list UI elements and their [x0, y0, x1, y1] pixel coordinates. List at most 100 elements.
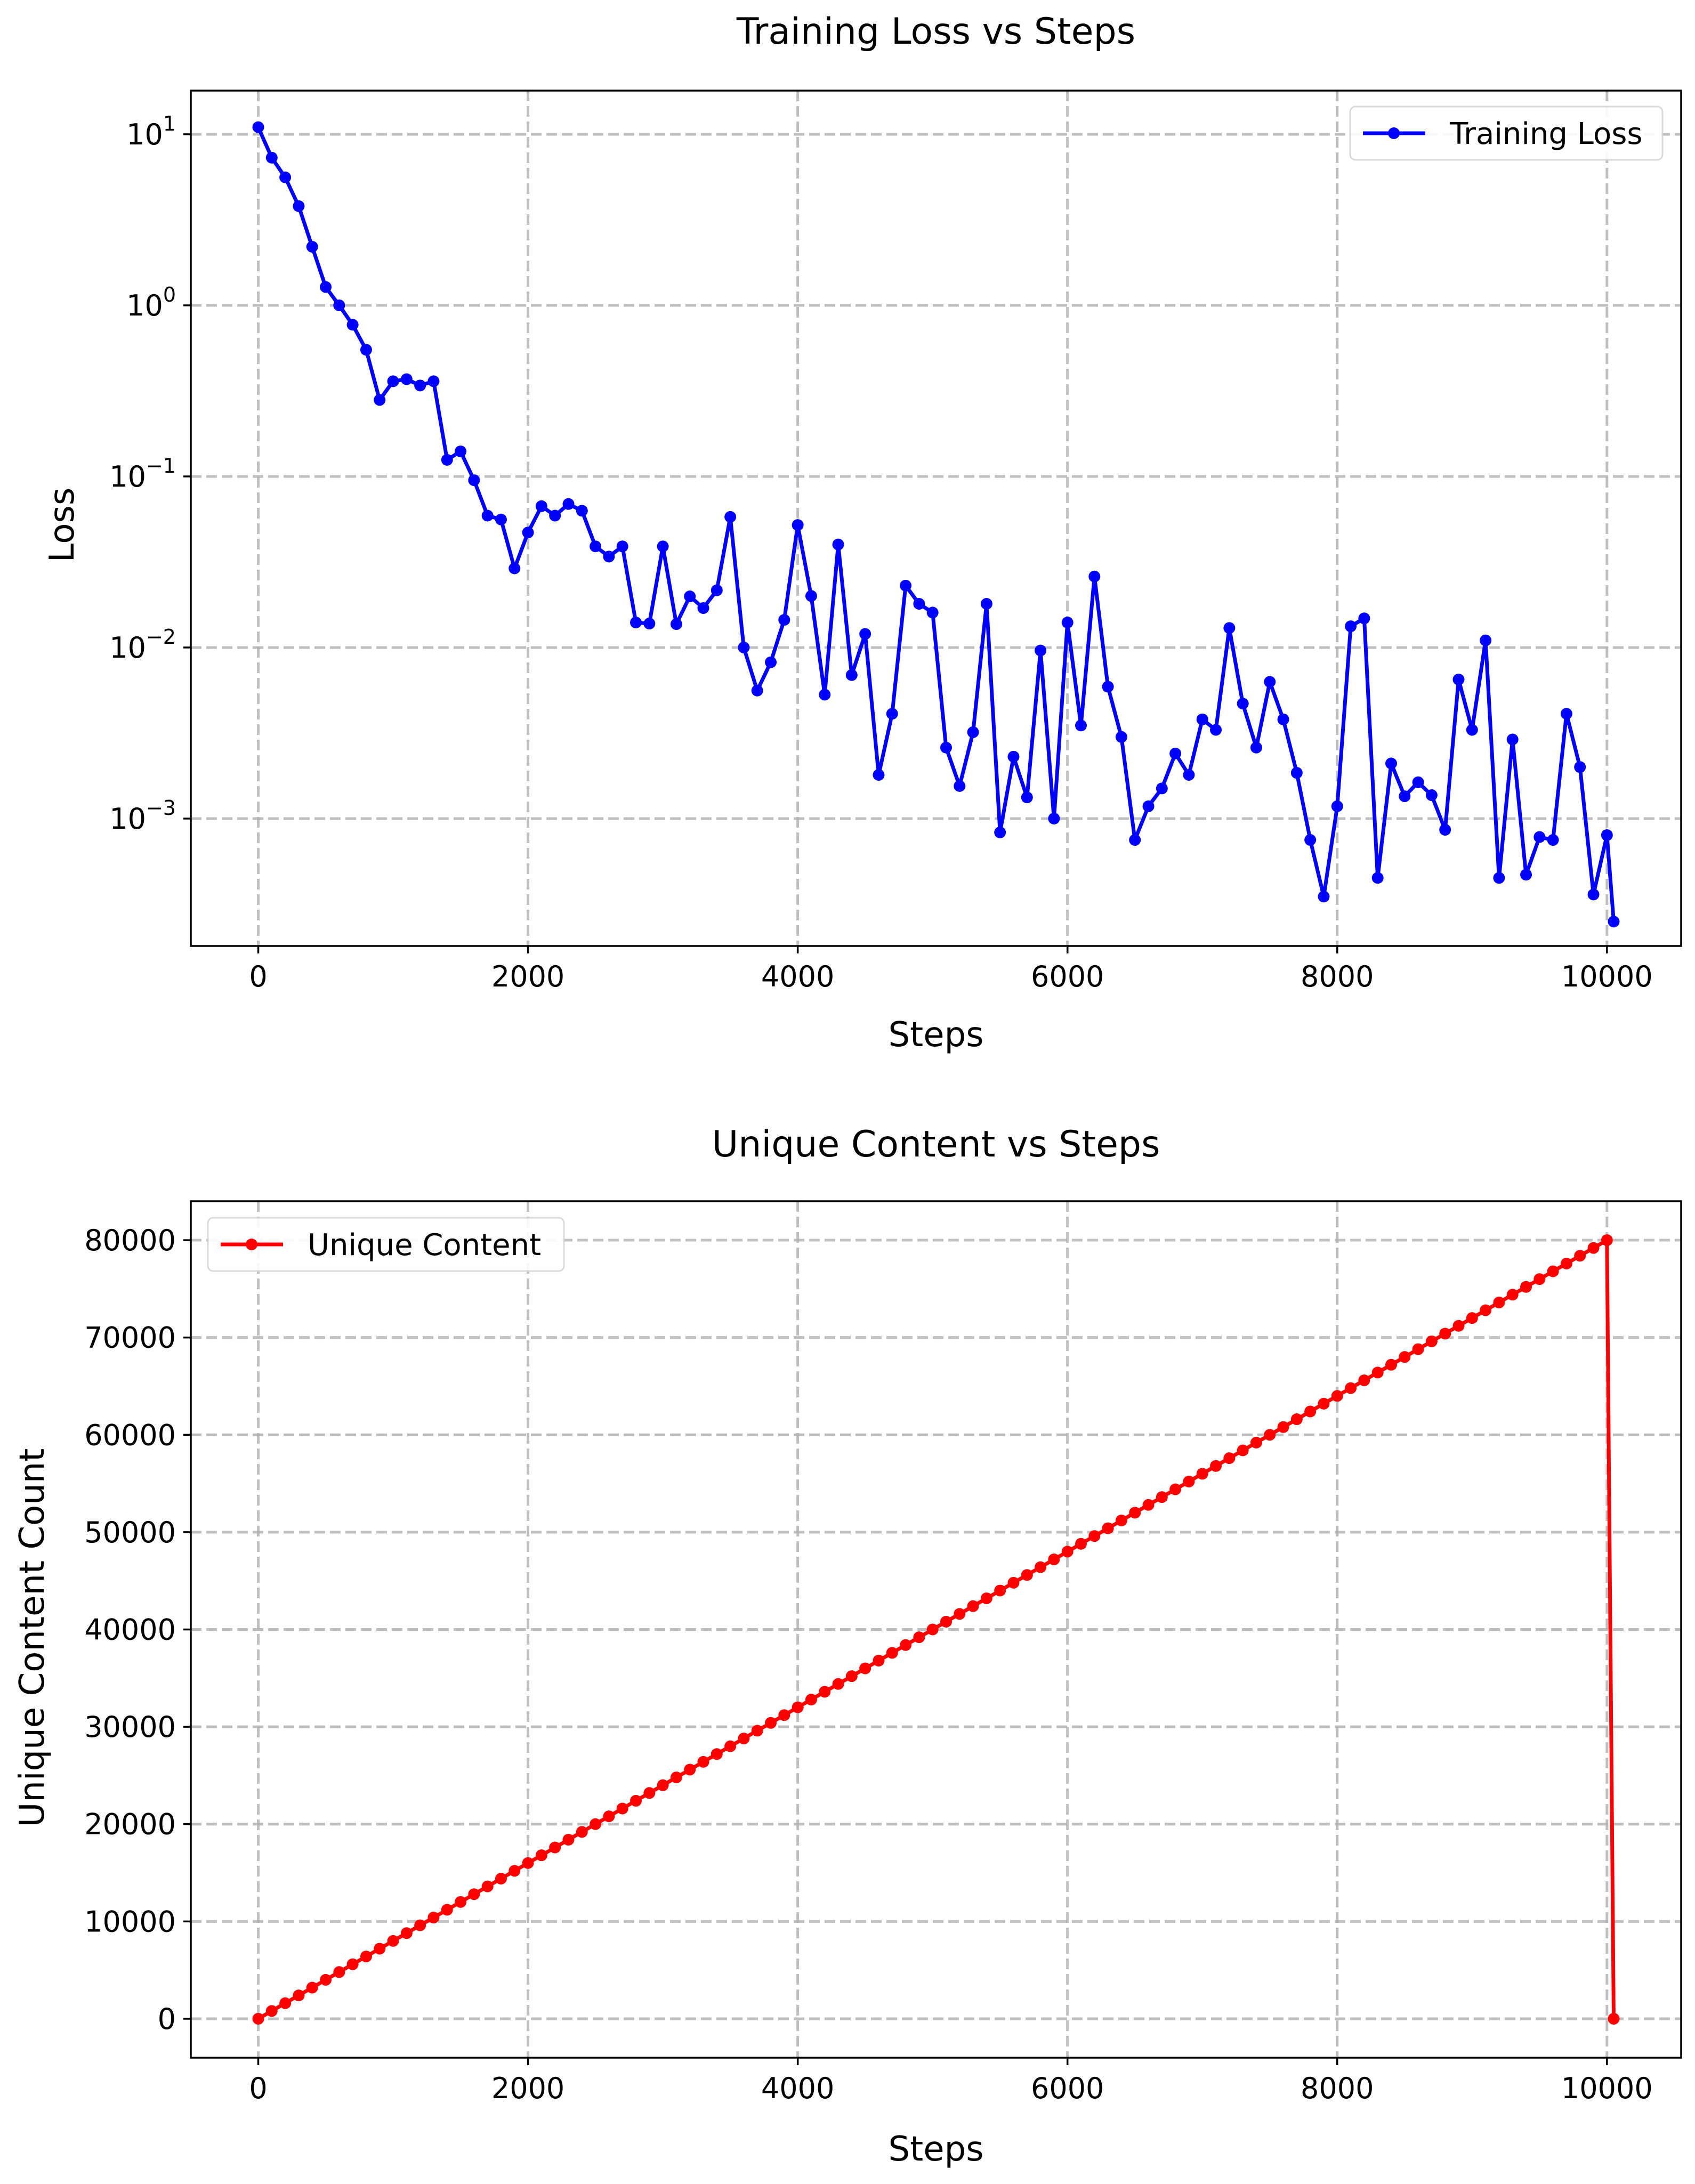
loss-data-point [886, 708, 898, 720]
loss-data-point [1264, 676, 1276, 688]
unique-data-point [859, 1662, 871, 1675]
loss-data-point [845, 669, 858, 681]
loss-data-point [400, 373, 413, 385]
unique-data-point [441, 1904, 453, 1916]
unique-chart-frame [190, 1200, 1682, 2059]
unique-data-point [1048, 1554, 1060, 1566]
loss-data-point [643, 618, 656, 630]
unique-content-chart: Unique Content vs Steps 0 2000 4000 6000 800… [13, 1123, 1682, 2169]
loss-x-tick-label: 6000 [1031, 960, 1104, 993]
loss-data-point [1560, 708, 1572, 720]
loss-data-point [1601, 829, 1613, 842]
unique-data-point [1412, 1343, 1424, 1355]
unique-data-point [1520, 1281, 1532, 1293]
unique-data-point [400, 1927, 413, 1939]
loss-data-point [1007, 750, 1020, 763]
unique-data-point [926, 1623, 939, 1636]
unique-data-point [481, 1880, 494, 1892]
loss-series [252, 121, 1620, 928]
unique-data-point [535, 1849, 547, 1862]
loss-data-point [1237, 698, 1249, 710]
unique-data-point [1250, 1436, 1262, 1449]
unique-data-point [1318, 1397, 1330, 1410]
loss-data-point [805, 590, 817, 602]
unique-data-point [1142, 1499, 1155, 1511]
loss-data-point [1493, 872, 1505, 884]
unique-data-point [455, 1896, 467, 1908]
unique-data-point [819, 1686, 831, 1698]
unique-data-point [603, 1810, 615, 1823]
unique-data-point [1183, 1475, 1195, 1487]
loss-data-point [1608, 916, 1620, 928]
unique-data-point [1345, 1382, 1357, 1394]
loss-data-point [346, 319, 359, 331]
unique-data-point [657, 1779, 669, 1791]
unique-data-point [252, 2012, 264, 2025]
unique-data-point [805, 1693, 817, 1705]
unique-data-point [1547, 1265, 1559, 1277]
loss-data-point [751, 684, 763, 697]
unique-data-point [306, 1981, 318, 1994]
unique-data-point [1088, 1530, 1101, 1542]
unique-data-point [1007, 1576, 1020, 1589]
unique-data-point [765, 1717, 777, 1729]
unique-chart-ticks: 0 2000 4000 6000 8000 10000 0 10000 20000 30000 40… [84, 1224, 1653, 2105]
unique-data-point [711, 1748, 723, 1760]
unique-data-point [522, 1857, 534, 1869]
unique-data-point [1237, 1444, 1249, 1457]
unique-data-point [468, 1888, 480, 1900]
unique-data-point [1304, 1405, 1317, 1418]
unique-y-tick-label: 10000 [84, 1905, 176, 1938]
unique-data-point [1385, 1358, 1397, 1371]
unique-data-point [913, 1631, 925, 1644]
loss-chart-ticks: 0 2000 4000 6000 8000 10000 10−3 10−2 10−1 100 101 [109, 112, 1652, 993]
unique-chart-grid [191, 1201, 1681, 2058]
loss-data-point [1331, 800, 1343, 812]
loss-x-tick-label: 2000 [491, 960, 564, 993]
loss-data-point [1021, 791, 1033, 804]
loss-data-point [481, 509, 494, 522]
loss-data-point [522, 527, 534, 539]
loss-data-point [509, 562, 521, 575]
unique-legend: Unique Content [207, 1217, 565, 1272]
loss-data-point [724, 511, 737, 523]
loss-data-point [387, 375, 399, 387]
unique-data-point [1290, 1413, 1303, 1426]
loss-data-point [1156, 782, 1168, 795]
unique-data-point [1358, 1374, 1370, 1387]
loss-data-point [414, 379, 426, 392]
unique-data-point [994, 1584, 1006, 1597]
unique-data-point [346, 1958, 359, 1970]
loss-data-point [590, 540, 602, 553]
unique-y-tick-label: 50000 [84, 1516, 176, 1549]
loss-x-tick-label: 4000 [761, 960, 834, 993]
loss-data-point [1102, 681, 1114, 693]
loss-data-point [1533, 831, 1546, 843]
unique-data-point [1021, 1569, 1033, 1581]
unique-data-point [495, 1872, 507, 1884]
loss-data-point [711, 584, 723, 596]
unique-data-point [967, 1600, 979, 1612]
unique-data-point [1156, 1491, 1168, 1503]
loss-data-point [616, 540, 628, 553]
loss-data-point [926, 606, 939, 619]
unique-data-point [320, 1973, 332, 1986]
unique-series [252, 1234, 1620, 2025]
loss-data-point [1425, 789, 1438, 802]
loss-data-point [1439, 823, 1451, 836]
loss-data-point [1466, 724, 1478, 736]
loss-y-tick-label: 10−3 [109, 796, 176, 836]
loss-y-axis-label: Loss [43, 488, 82, 562]
unique-data-point [1115, 1514, 1127, 1526]
loss-data-point [1277, 713, 1289, 725]
loss-legend-box [1349, 106, 1664, 161]
unique-data-point [873, 1654, 885, 1667]
unique-data-point [549, 1841, 561, 1854]
unique-data-point [279, 1997, 292, 2009]
loss-x-tick-label: 8000 [1301, 960, 1374, 993]
unique-data-point [697, 1756, 709, 1768]
unique-data-point [643, 1787, 656, 1799]
loss-data-point [738, 641, 750, 653]
unique-data-point [1425, 1335, 1438, 1347]
unique-data-point [427, 1912, 440, 1924]
